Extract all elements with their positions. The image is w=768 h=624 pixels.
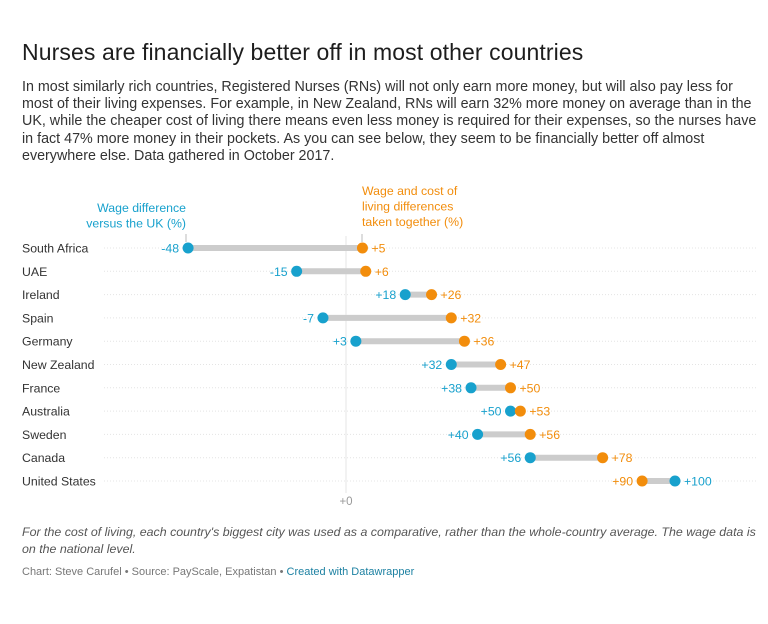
- x-axis: +0: [339, 496, 352, 508]
- combined-dot: [636, 475, 648, 487]
- country-label: South Africa: [22, 242, 88, 256]
- wage-dot: [465, 382, 477, 394]
- wage-value-label: +50: [481, 405, 502, 419]
- combined-value-label: +5: [371, 242, 385, 256]
- combined-value-label: +26: [441, 288, 462, 302]
- wage-dot: [505, 405, 516, 417]
- combined-value-label: +90: [612, 475, 633, 489]
- country-label: Canada: [22, 451, 65, 465]
- chart-credits: Chart: Steve Carufel • Source: PayScale,…: [22, 566, 414, 578]
- wage-value-label: +100: [684, 475, 712, 489]
- combined-dot: [445, 312, 457, 324]
- wage-value-label: +32: [421, 358, 442, 372]
- combined-dot: [524, 428, 536, 440]
- country-label: UAE: [22, 265, 47, 279]
- chart-legend: Wage difference versus the UK (%) Wage and…: [86, 184, 463, 242]
- wage-dot: [317, 312, 329, 324]
- combined-dot: [505, 382, 516, 394]
- country-label: Germany: [22, 335, 73, 349]
- country-labels: South Africa UAE Ireland Spain Germany New Ze…: [22, 242, 96, 489]
- combined-value-label: +6: [375, 265, 389, 279]
- data-dots: [182, 242, 681, 487]
- country-label: Spain: [22, 311, 54, 325]
- country-label: United States: [22, 475, 96, 489]
- combined-value-label: +47: [510, 358, 531, 372]
- combined-value-label: +50: [520, 381, 541, 395]
- wage-value-label: +40: [448, 428, 469, 442]
- chart-title: Nurses are financially better off in mos…: [22, 39, 584, 65]
- combined-value-label: +36: [473, 335, 494, 349]
- value-labels: -48 +5 -15 +6 +18 +26 -7 +32 +3 +36 +32 +47 +38 +50 +5…: [161, 242, 712, 489]
- legend-combined-line: living differences: [362, 200, 453, 214]
- chart-notes: For the cost of living, each country's b…: [22, 525, 756, 556]
- country-label: Ireland: [22, 288, 60, 302]
- wage-dot: [524, 452, 536, 464]
- wage-value-label: +3: [333, 335, 347, 349]
- wage-value-label: +38: [441, 381, 462, 395]
- country-label: Sweden: [22, 428, 67, 442]
- country-label: New Zealand: [22, 358, 95, 372]
- wage-value-label: -15: [270, 265, 288, 279]
- country-label: Australia: [22, 405, 70, 419]
- wage-value-label: +56: [500, 451, 521, 465]
- legend-wage-line: Wage difference: [97, 201, 186, 215]
- wage-value-label: -7: [303, 311, 314, 325]
- combined-dot: [597, 452, 609, 464]
- country-label: France: [22, 381, 60, 395]
- combined-value-label: +32: [460, 311, 481, 325]
- wage-value-label: -48: [161, 242, 179, 256]
- wage-dot: [445, 359, 457, 370]
- wage-dot: [669, 475, 681, 487]
- combined-dot: [495, 359, 507, 370]
- credits-text: Chart: Steve Carufel • Source: PayScale,…: [22, 566, 287, 578]
- combined-dot: [356, 242, 368, 254]
- combined-dot: [458, 335, 470, 347]
- wage-dot: [350, 335, 362, 347]
- combined-dot: [426, 289, 438, 301]
- legend-wage-line: versus the UK (%): [86, 217, 186, 231]
- wage-value-label: +18: [375, 288, 396, 302]
- combined-value-label: +53: [529, 405, 550, 419]
- combined-value-label: +56: [539, 428, 560, 442]
- combined-dot: [360, 265, 372, 277]
- wage-dot: [182, 242, 194, 254]
- range-dot-chart: Wage difference versus the UK (%) Wage and…: [22, 184, 758, 508]
- wage-dot: [472, 428, 484, 440]
- x-axis-tick-label: +0: [339, 496, 352, 508]
- wage-dot: [291, 265, 303, 277]
- legend-combined-line: Wage and cost of: [362, 184, 458, 198]
- chart-description: In most similarly rich countries, Regist…: [22, 79, 757, 164]
- legend-combined-line: taken together (%): [362, 215, 463, 229]
- combined-dot: [514, 405, 526, 417]
- datawrapper-link[interactable]: Created with Datawrapper: [286, 566, 415, 578]
- wage-dot: [399, 289, 411, 301]
- combined-value-label: +78: [612, 451, 633, 465]
